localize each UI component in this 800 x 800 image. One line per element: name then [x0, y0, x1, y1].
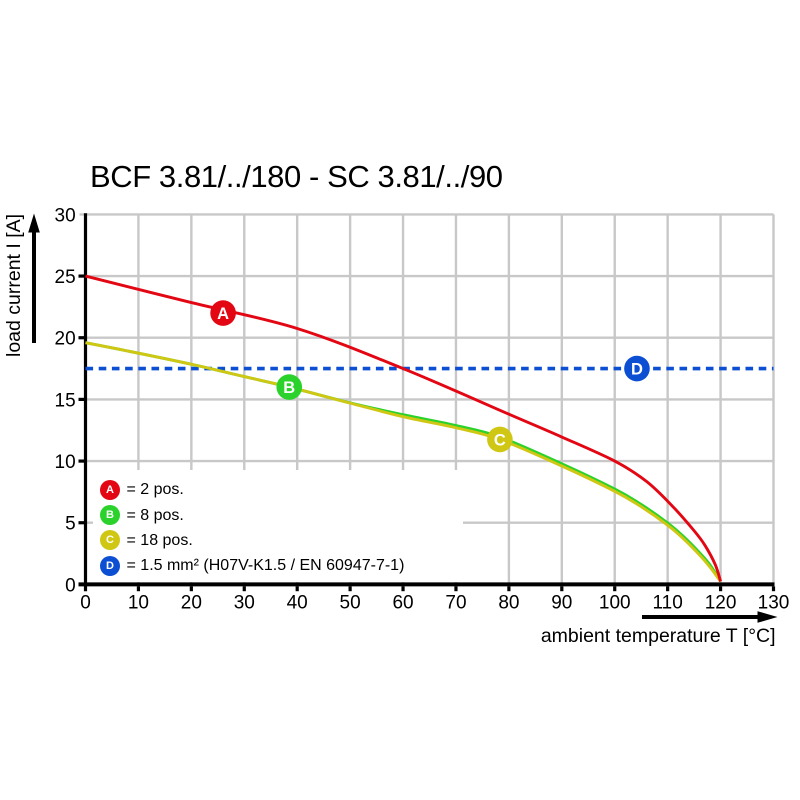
x-tick-label-70: 70	[445, 593, 466, 614]
x-tick-label-90: 90	[551, 593, 572, 614]
y-axis-title: load current I [A]	[3, 213, 25, 357]
x-tick-label-30: 30	[234, 593, 255, 614]
x-tick-label-0: 0	[80, 593, 91, 614]
x-tick-label-40: 40	[287, 593, 308, 614]
x-tick-label-20: 20	[181, 593, 202, 614]
x-tick-label-100: 100	[599, 593, 631, 614]
marker-letter-A: A	[217, 305, 229, 323]
curve-markers: D B C A	[210, 300, 650, 453]
legend-marker-C-icon: C	[100, 530, 120, 551]
x-tick-label-110: 110	[653, 593, 683, 614]
x-tick-label-80: 80	[498, 593, 519, 614]
marker-letter-C: C	[494, 431, 506, 449]
legend-marker-B-icon: B	[100, 505, 120, 526]
tick-labels: 0 10 20 30 40 50 60 70 80 90 100 110 120 130 0 5 10 15 20 2…	[55, 205, 790, 613]
marker-letter-D: D	[631, 360, 643, 378]
legend-row-C: C = 18 pos.	[93, 528, 463, 553]
curve-A	[85, 274, 722, 582]
x-arrow-head-icon	[757, 611, 778, 623]
y-tick-label-0: 0	[65, 575, 76, 596]
legend-row-A: A = 2 pos.	[93, 477, 463, 502]
marker-circle-C	[487, 426, 513, 453]
y-tick-label-30: 30	[55, 205, 76, 226]
y-tick-label-15: 15	[55, 390, 76, 411]
legend-label-A: = 2 pos.	[126, 481, 184, 499]
legend: A = 2 pos. B = 8 pos. C = 18 pos. D = 1.5 mm² (…	[93, 470, 463, 582]
y-tick-label-25: 25	[55, 267, 76, 288]
legend-marker-D-icon: D	[100, 555, 120, 576]
marker-circle-B	[276, 374, 303, 400]
axis-ticks	[78, 274, 776, 592]
legend-row-D: D = 1.5 mm² (H07V-K1.5 / EN 60947-7-1)	[93, 553, 463, 578]
legend-marker-A-icon: A	[100, 479, 120, 500]
axis-arrows	[28, 213, 778, 623]
y-tick-label-10: 10	[55, 452, 76, 473]
x-tick-label-120: 120	[705, 593, 737, 614]
marker-letter-B: B	[283, 379, 295, 397]
x-tick-label-50: 50	[340, 593, 361, 614]
y-tick-label-5: 5	[65, 514, 76, 535]
x-axis-title: ambient temperature T [°C]	[540, 624, 776, 647]
x-tick-label-60: 60	[392, 593, 413, 614]
legend-label-B: = 8 pos.	[126, 506, 184, 524]
y-arrow-head-icon	[28, 213, 40, 233]
x-tick-label-10: 10	[128, 593, 149, 614]
marker-circle-A	[210, 300, 236, 326]
chart-title: BCF 3.81/../180 - SC 3.81/../90	[90, 159, 503, 194]
legend-label-D: = 1.5 mm² (H07V-K1.5 / EN 60947-7-1)	[126, 557, 405, 574]
legend-row-B: B = 8 pos.	[93, 503, 463, 528]
y-tick-label-20: 20	[55, 329, 76, 350]
x-tick-label-130: 130	[758, 593, 790, 614]
marker-circle-D	[624, 355, 650, 382]
legend-label-C: = 18 pos.	[126, 531, 193, 549]
